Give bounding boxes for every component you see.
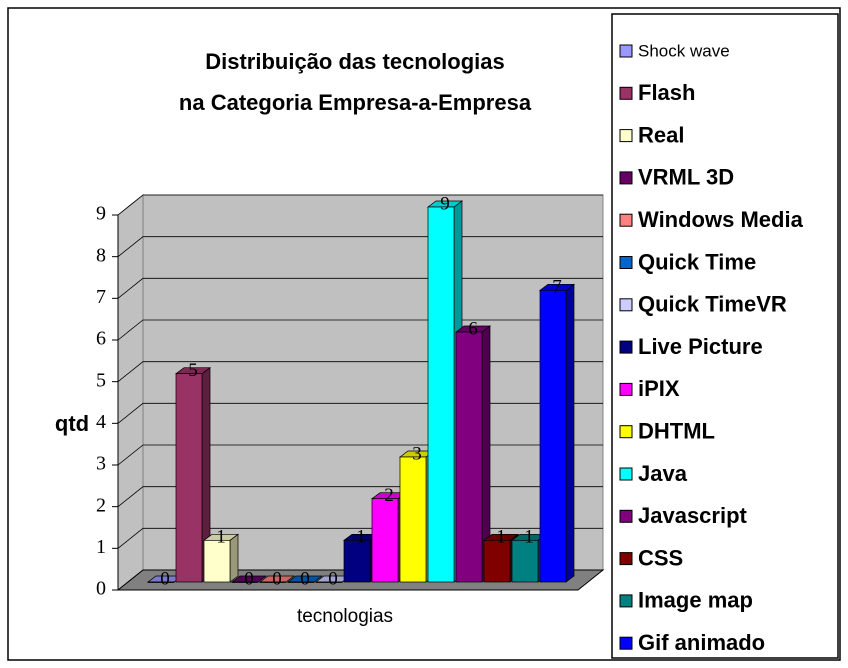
data-label: 6 — [468, 318, 478, 339]
bar — [230, 575, 268, 583]
legend-swatch — [619, 467, 633, 481]
bar — [174, 366, 212, 583]
legend-label: CSS — [638, 545, 683, 570]
y-tick-label: 5 — [96, 369, 106, 391]
bar — [202, 533, 240, 583]
bar — [258, 575, 296, 583]
data-label: 2 — [384, 485, 394, 506]
bar — [314, 575, 352, 583]
bar-side — [565, 283, 575, 583]
legend-label: VRML 3D — [638, 165, 734, 190]
y-tick-label: 1 — [96, 536, 106, 558]
legend-label: Shock wave — [638, 41, 730, 60]
legend-swatch — [619, 44, 633, 58]
y-tick-label: 2 — [96, 494, 106, 516]
y-tick-label: 4 — [96, 411, 106, 433]
bar-front — [175, 373, 203, 583]
legend-label: Flash — [638, 80, 695, 105]
legend-label: Real — [638, 122, 684, 147]
bar-front — [399, 456, 427, 583]
data-label: 1 — [216, 527, 226, 548]
bar-front — [231, 581, 259, 583]
data-label: 0 — [300, 568, 310, 589]
y-tick-label: 0 — [96, 578, 106, 600]
legend-swatch — [619, 382, 633, 396]
data-label: 1 — [524, 527, 534, 548]
bar-front — [259, 581, 287, 583]
legend-label: iPIX — [638, 376, 680, 401]
data-label: 1 — [356, 527, 366, 548]
data-label: 0 — [244, 568, 254, 589]
y-tick-label: 7 — [96, 286, 106, 308]
legend-swatch — [619, 636, 633, 650]
legend-swatch — [619, 86, 633, 100]
bar — [454, 325, 492, 583]
data-label: 0 — [160, 568, 170, 589]
y-tick-label: 9 — [96, 203, 106, 225]
legend-swatch — [619, 509, 633, 523]
legend-label: Java — [638, 461, 688, 486]
bar — [538, 283, 576, 583]
legend-swatch — [619, 594, 633, 608]
y-tick-label: 8 — [96, 244, 106, 266]
legend-label: Live Picture — [638, 334, 763, 359]
grid-line — [117, 194, 603, 216]
data-label: 0 — [328, 568, 338, 589]
bar — [426, 200, 464, 583]
legend-swatch — [619, 552, 633, 566]
data-label: 1 — [496, 527, 506, 548]
bar-front — [147, 581, 175, 583]
bar-front — [483, 539, 511, 583]
legend-swatch — [619, 129, 633, 143]
legend-label: Image map — [638, 588, 753, 613]
legend-label: Javascript — [638, 503, 748, 528]
bar-side — [229, 533, 239, 583]
y-axis-label: qtd — [55, 411, 89, 436]
legend-label: DHTML — [638, 419, 715, 444]
legend-swatch — [619, 425, 633, 439]
legend-label: Windows Media — [638, 207, 804, 232]
data-label: 3 — [412, 443, 422, 464]
legend-label: Quick TimeVR — [638, 292, 787, 317]
legend-label: Gif animado — [638, 630, 765, 655]
bar-front — [455, 331, 483, 583]
legend-swatch — [619, 298, 633, 312]
legend-swatch — [619, 340, 633, 354]
data-label: 7 — [552, 277, 562, 298]
bar-front — [371, 498, 399, 583]
bar-front — [315, 581, 343, 583]
legend-box — [611, 13, 839, 659]
side-wall — [117, 193, 144, 592]
bar-front — [539, 289, 567, 583]
bar-front — [427, 206, 455, 583]
bar-front — [287, 581, 315, 583]
y-tick-label: 3 — [96, 453, 106, 475]
data-label: 0 — [272, 568, 282, 589]
legend-label: Quick Time — [638, 249, 756, 274]
legend-swatch — [619, 256, 633, 269]
x-axis-label: tecnologias — [297, 606, 393, 627]
bar-front — [343, 539, 371, 583]
bar-front — [203, 539, 231, 583]
legend-swatch — [619, 171, 633, 185]
chart-title: Distribuição das tecnologias — [205, 49, 505, 74]
data-label: 5 — [188, 360, 198, 381]
bar-front — [511, 539, 539, 583]
bar — [286, 575, 324, 583]
chart-title: na Categoria Empresa-a-Empresa — [179, 90, 532, 115]
data-label: 9 — [440, 193, 450, 214]
y-tick-label: 6 — [96, 328, 106, 350]
legend-swatch — [619, 213, 633, 227]
